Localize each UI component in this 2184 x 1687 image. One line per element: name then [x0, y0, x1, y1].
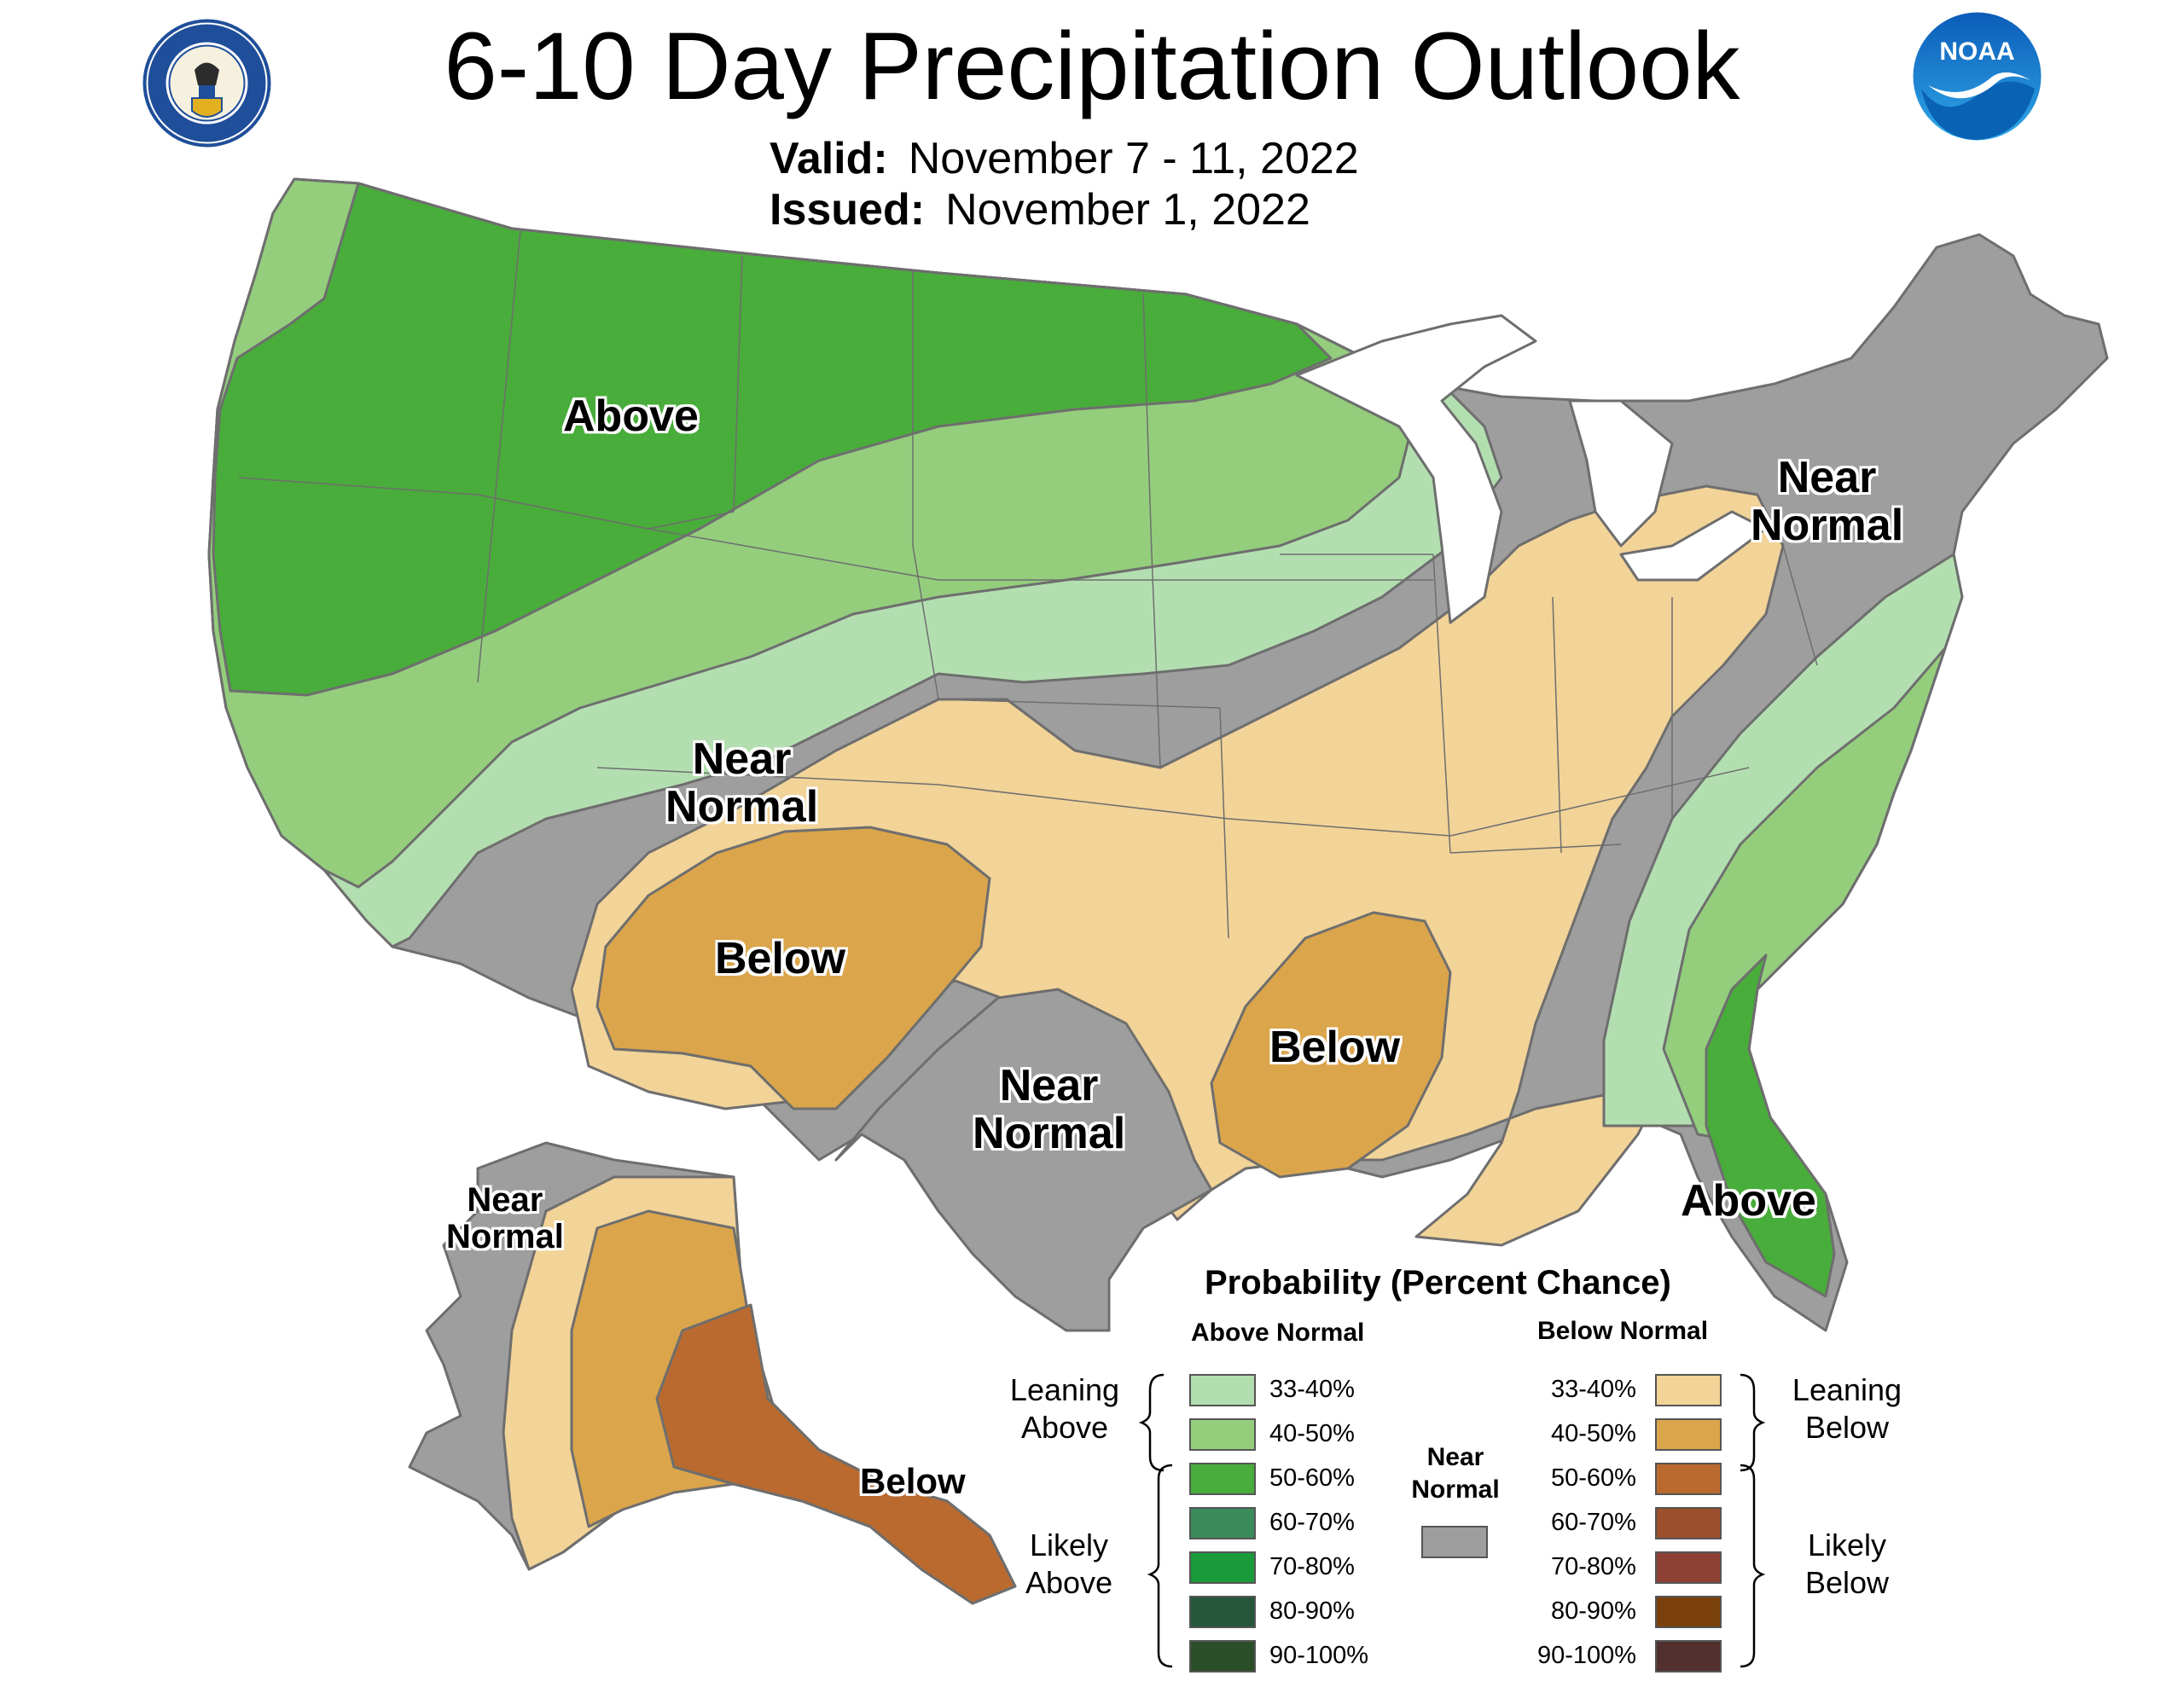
- legend-swatch-below-33-40: [1655, 1374, 1722, 1406]
- legend-swatch-above-90-100: [1189, 1640, 1256, 1673]
- label-near-normal-texas: Near Normal: [973, 1062, 1125, 1157]
- region-above-50-60-northwest: [212, 182, 1333, 697]
- region-below-33-40-central: [570, 484, 1785, 1247]
- legend-near-head-line2: Normal: [1411, 1475, 1500, 1504]
- region-below-40-50-southwest: [595, 826, 991, 1110]
- legend-pct-above-90-100: 90-100%: [1269, 1642, 1369, 1669]
- issued-label: Issued:: [770, 185, 926, 235]
- page-title: 6-10 Day Precipitation Outlook: [444, 13, 1740, 119]
- label-near-normal-central-line1: Near: [692, 734, 792, 784]
- legend-pct-above-40-50: 40-50%: [1269, 1420, 1355, 1447]
- legend-likely-below-line2: Below: [1804, 1565, 1890, 1600]
- label-near-normal-central-line2: Normal: [665, 782, 819, 832]
- legend-above-head: Above Normal: [1191, 1319, 1365, 1347]
- label-near-normal-northeast: Near Normal: [1751, 454, 1903, 549]
- legend-likely-below: Likely Below: [1792, 1527, 1902, 1602]
- state-boundaries: [238, 229, 1818, 939]
- legend-near-head-line1: Near: [1426, 1443, 1484, 1471]
- label-above-southeast: Above: [1681, 1176, 1816, 1226]
- legend-pct-below-70-80: 70-80%: [1551, 1553, 1636, 1580]
- legend-leaning-above-line2: Above: [1020, 1410, 1109, 1445]
- legend-likely-above: Likely Above: [1014, 1527, 1124, 1602]
- region-near-normal-texas: [834, 988, 1213, 1332]
- legend-title: Probability (Percent Chance): [1205, 1264, 1671, 1301]
- legend-swatch-near-normal: [1421, 1526, 1488, 1558]
- commerce-seal-logo: [142, 19, 271, 148]
- valid-value: November 7 - 11, 2022: [908, 134, 1359, 183]
- legend-swatch-below-90-100: [1655, 1640, 1722, 1673]
- label-near-normal-texas-line2: Normal: [973, 1109, 1126, 1159]
- legend-pct-below-90-100: 90-100%: [1537, 1642, 1637, 1669]
- label-near-normal-central: Near Normal: [665, 735, 818, 831]
- legend-leaning-below-line2: Below: [1804, 1410, 1890, 1445]
- legend-swatch-below-40-50: [1655, 1418, 1722, 1451]
- label-below-southwest: Below: [715, 934, 846, 983]
- label-near-normal-alaska-line2: Normal: [446, 1218, 564, 1256]
- legend-swatch-above-40-50: [1189, 1418, 1256, 1451]
- legend-swatch-below-80-90: [1655, 1596, 1722, 1628]
- noaa-logo: NOAA: [1913, 12, 2042, 141]
- label-below-alaska: Below: [860, 1461, 966, 1501]
- legend-likely-above-line1: Likely: [1029, 1528, 1109, 1562]
- label-near-normal-northeast-line1: Near: [1777, 453, 1877, 502]
- legend-pct-above-70-80: 70-80%: [1269, 1553, 1355, 1580]
- legend-leaning-below: Leaning Below: [1783, 1371, 1911, 1446]
- region-below-40-50-south: [1210, 911, 1452, 1179]
- valid-date-row: Valid: November 7 - 11, 2022: [770, 133, 1359, 184]
- legend-pct-above-50-60: 50-60%: [1269, 1464, 1355, 1492]
- legend-swatch-below-50-60: [1655, 1463, 1722, 1495]
- legend-pct-above-80-90: 80-90%: [1269, 1597, 1355, 1625]
- legend-likely-below-line1: Likely: [1807, 1528, 1887, 1562]
- legend-pct-below-33-40: 33-40%: [1551, 1376, 1636, 1403]
- label-near-normal-alaska: Near Normal: [446, 1181, 564, 1256]
- label-near-normal-alaska-line1: Near: [467, 1181, 543, 1219]
- great-lakes: [1295, 314, 1768, 624]
- valid-label: Valid:: [770, 134, 888, 183]
- legend-pct-above-60-70: 60-70%: [1269, 1509, 1355, 1536]
- legend-pct-above-33-40: 33-40%: [1269, 1376, 1355, 1403]
- legend-swatch-below-60-70: [1655, 1507, 1722, 1539]
- legend-swatch-above-60-70: [1189, 1507, 1256, 1539]
- label-near-normal-northeast-line2: Normal: [1751, 501, 1904, 551]
- issued-date-row: Issued: November 1, 2022: [770, 184, 1310, 235]
- legend-pct-below-40-50: 40-50%: [1551, 1420, 1636, 1447]
- legend-below-head: Below Normal: [1537, 1317, 1709, 1345]
- legend-swatch-below-70-80: [1655, 1551, 1722, 1584]
- legend-pct-below-50-60: 50-60%: [1551, 1464, 1636, 1492]
- legend-likely-above-line2: Above: [1025, 1565, 1113, 1600]
- region-below-50-60-alaska: [655, 1303, 1017, 1605]
- noaa-logo-text: NOAA: [1939, 38, 2014, 66]
- legend-near-head: Near Normal: [1403, 1441, 1508, 1506]
- legend-pct-below-60-70: 60-70%: [1551, 1509, 1636, 1536]
- legend-swatch-above-70-80: [1189, 1551, 1256, 1584]
- legend-leaning-above: Leaning Above: [1005, 1371, 1124, 1446]
- legend-swatch-above-80-90: [1189, 1596, 1256, 1628]
- legend-leaning-above-line1: Leaning: [1009, 1372, 1120, 1407]
- region-above-50-60-florida: [1705, 954, 1836, 1298]
- label-below-south: Below: [1269, 1023, 1401, 1072]
- legend-swatch-above-33-40: [1189, 1374, 1256, 1406]
- legend-leaning-below-line1: Leaning: [1792, 1372, 1902, 1407]
- legend-pct-below-80-90: 80-90%: [1551, 1597, 1636, 1625]
- issued-value: November 1, 2022: [945, 185, 1310, 235]
- legend-swatch-above-50-60: [1189, 1463, 1256, 1495]
- label-near-normal-texas-line1: Near: [999, 1061, 1099, 1110]
- label-above-northwest: Above: [563, 391, 699, 441]
